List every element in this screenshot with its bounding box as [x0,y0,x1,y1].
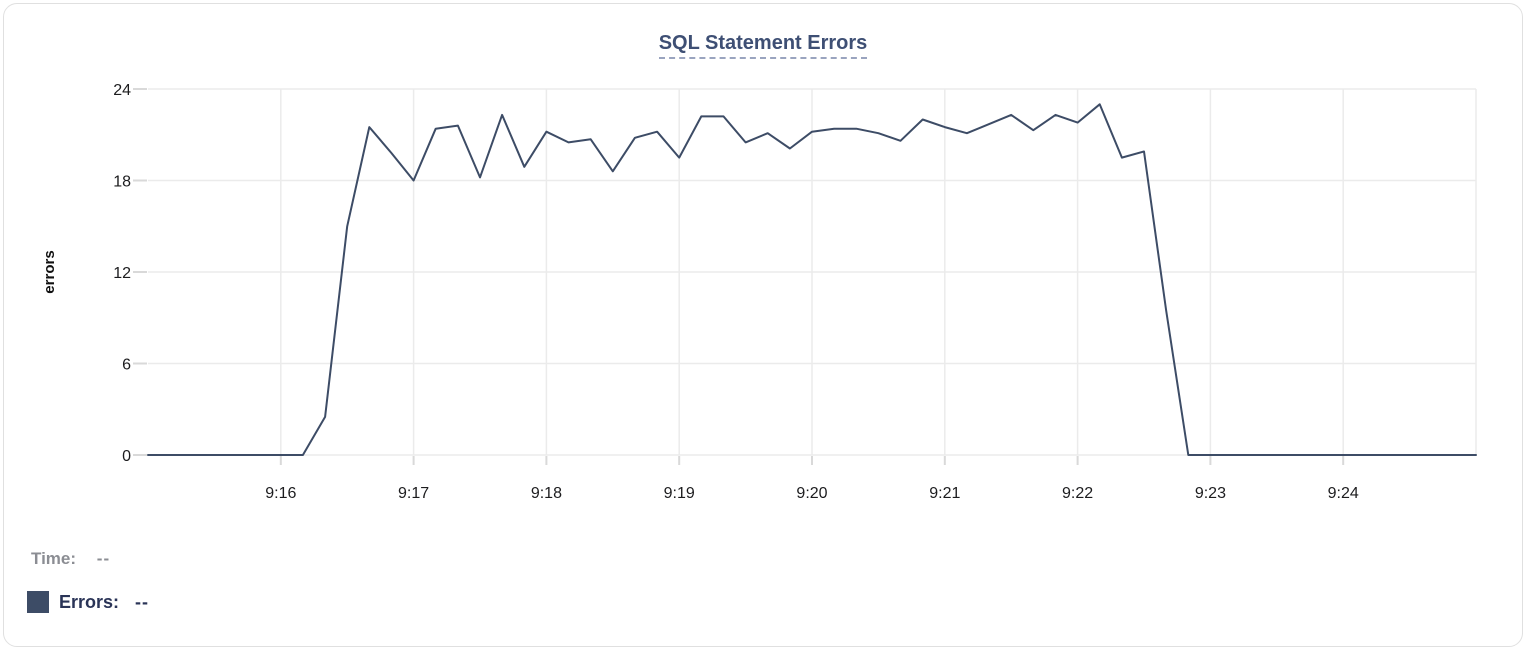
y-tick-label: 18 [113,174,131,191]
y-axis-title: errors [41,250,58,293]
x-tick-label: 9:20 [796,485,827,502]
x-tick-label: 9:22 [1062,485,1093,502]
errors-line [147,103,1477,456]
legend-errors-value: -- [135,591,150,612]
x-tick-label: 9:24 [1328,485,1359,502]
y-tick-label: 6 [122,357,131,374]
x-tick-label: 9:16 [265,485,296,502]
legend-time-row: Time: -- [31,549,110,569]
x-tick-label: 9:23 [1195,485,1226,502]
x-tick-label: 9:18 [531,485,562,502]
legend-time-value: -- [96,549,111,568]
x-tick-label: 9:21 [929,485,960,502]
y-tick-label: 12 [113,265,131,282]
chart-card: SQL Statement Errors 0 6 12 18 24 9:16 9:17 9:1… [3,3,1523,647]
legend-time-label: Time: [31,549,77,568]
chart-header: SQL Statement Errors [4,32,1522,59]
x-tick-label: 9:17 [398,485,429,502]
chart-title[interactable]: SQL Statement Errors [658,32,868,59]
x-tick-label: 9:19 [664,485,695,502]
sql-errors-chart[interactable]: 0 6 12 18 24 9:16 9:17 9:18 9:19 9:20 9:21 9:22 9:23… [4,4,1528,516]
legend-errors-label: Errors: [59,591,120,612]
y-tick-label: 0 [122,448,131,465]
legend-errors-row[interactable]: Errors: -- [27,591,149,613]
legend-errors-swatch [27,591,49,613]
y-tick-label: 24 [113,82,131,99]
